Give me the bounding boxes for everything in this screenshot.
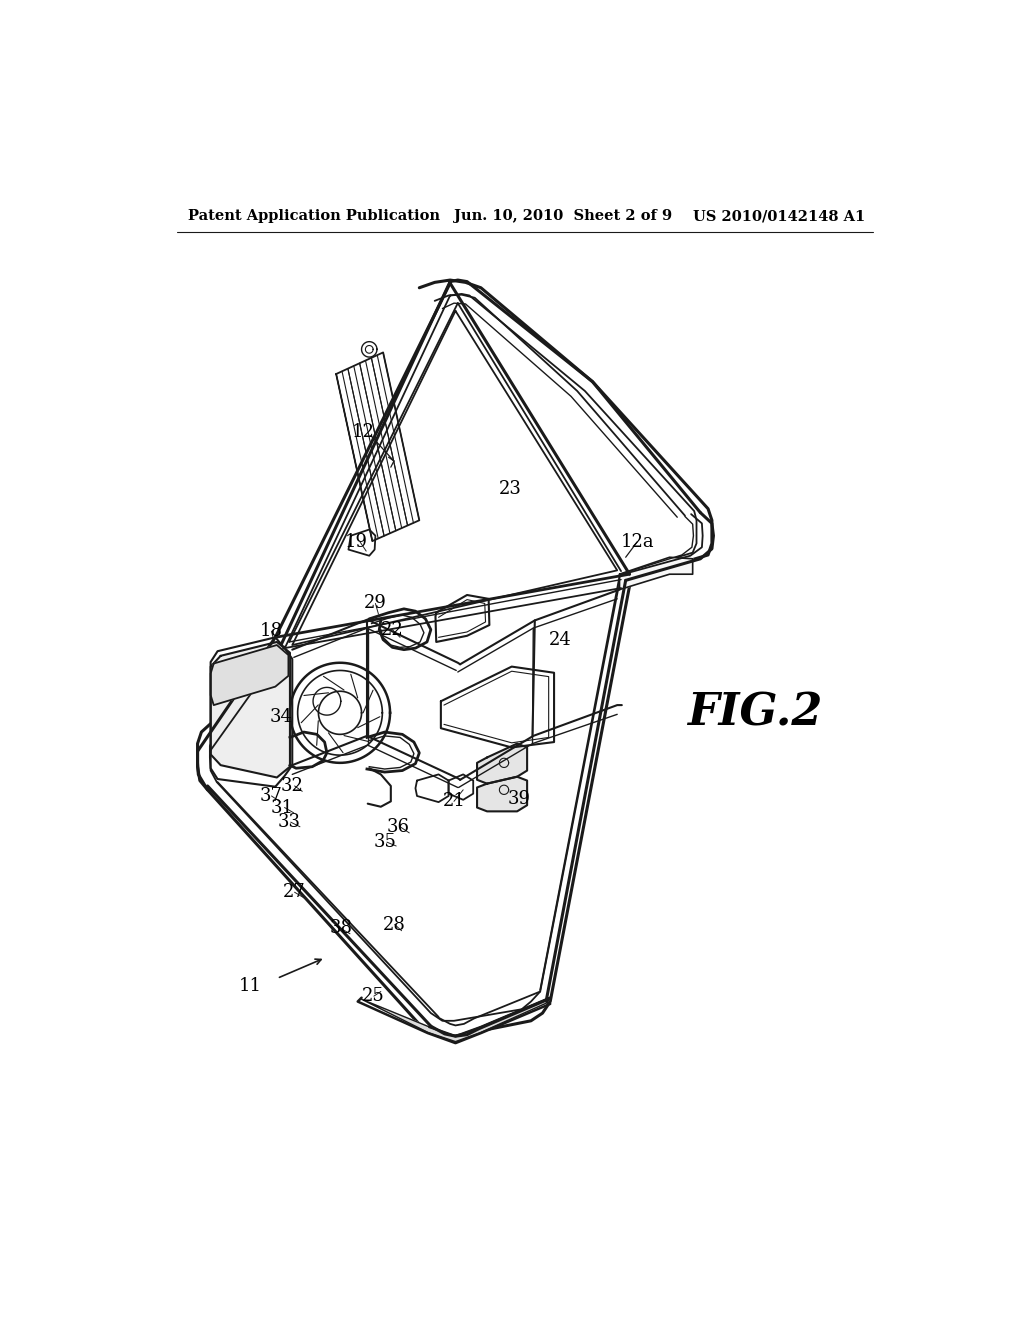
Text: FIG.2: FIG.2 — [686, 692, 822, 734]
Text: Jun. 10, 2010  Sheet 2 of 9: Jun. 10, 2010 Sheet 2 of 9 — [454, 209, 672, 223]
Text: 39: 39 — [508, 791, 530, 808]
Text: 36: 36 — [387, 818, 410, 836]
Text: 37: 37 — [260, 787, 283, 805]
Text: 11: 11 — [239, 977, 261, 995]
Text: 22: 22 — [381, 620, 403, 639]
Text: 27: 27 — [284, 883, 306, 902]
Text: 34: 34 — [269, 708, 292, 726]
Text: 38: 38 — [330, 920, 352, 937]
Text: 31: 31 — [270, 799, 294, 817]
Text: 23: 23 — [499, 480, 521, 499]
Text: 18: 18 — [260, 622, 283, 640]
Text: 28: 28 — [383, 916, 407, 933]
Polygon shape — [361, 998, 550, 1041]
Polygon shape — [211, 645, 289, 705]
Text: 25: 25 — [361, 987, 384, 1005]
Text: 33: 33 — [278, 813, 301, 832]
Text: 24: 24 — [549, 631, 571, 648]
Polygon shape — [477, 743, 527, 784]
Text: 12a: 12a — [621, 533, 654, 550]
Polygon shape — [620, 557, 692, 590]
Text: 12: 12 — [351, 422, 375, 441]
Text: 19: 19 — [345, 533, 368, 550]
Polygon shape — [211, 642, 290, 777]
Text: US 2010/0142148 A1: US 2010/0142148 A1 — [692, 209, 865, 223]
Text: 29: 29 — [364, 594, 387, 612]
Text: Patent Application Publication: Patent Application Publication — [188, 209, 440, 223]
Text: 32: 32 — [281, 777, 304, 795]
Polygon shape — [477, 776, 527, 812]
Polygon shape — [198, 280, 712, 1036]
Text: 21: 21 — [442, 792, 465, 810]
Text: 35: 35 — [373, 833, 396, 851]
